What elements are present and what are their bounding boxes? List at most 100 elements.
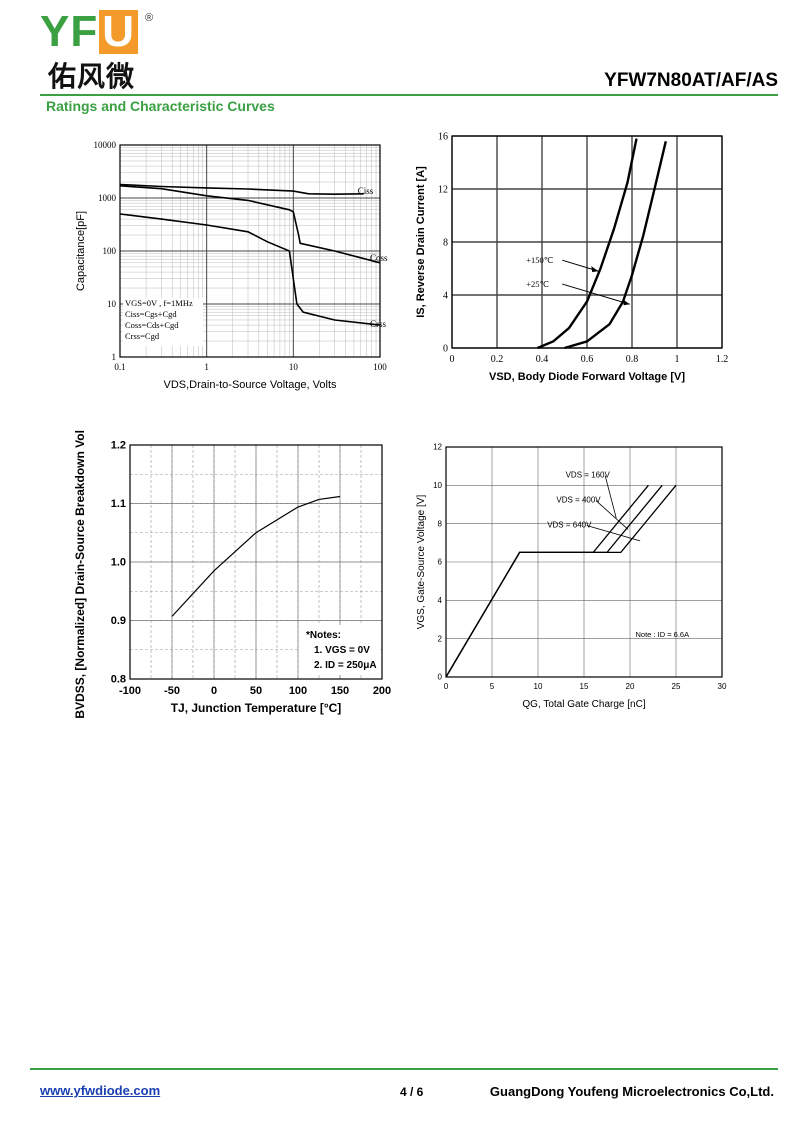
x-tick-label: 1 — [675, 354, 680, 365]
x-axis-label: VSD, Body Diode Forward Voltage [V] — [489, 371, 685, 383]
series-label: VDS = 640V — [547, 521, 592, 530]
x-tick-label: 0 — [211, 685, 217, 697]
x-tick-label: 200 — [373, 685, 391, 697]
annotation-arrow — [604, 475, 617, 519]
logo-chinese-name: 佑风微 — [48, 60, 136, 93]
plot-frame — [129, 444, 383, 680]
y-tick-label: 1.1 — [111, 498, 126, 510]
x-axis-label: QG, Total Gate Charge [nC] — [522, 699, 645, 710]
x-tick-label: 20 — [626, 682, 635, 691]
y-tick-label: 4 — [438, 596, 443, 605]
logo-registered-mark: ® — [145, 12, 154, 24]
series-line-2 — [119, 213, 381, 326]
series-label-crss: Crss — [370, 319, 387, 329]
y-tick-label: 4 — [443, 290, 448, 301]
footer-divider — [30, 1068, 778, 1070]
x-tick-label: 0.6 — [581, 354, 594, 365]
capacitance-chart-svg: 0.1 1 10 100110100100010000VDS,Drain-to-Sou… — [75, 140, 388, 391]
y-tick-label: 0 — [438, 673, 443, 682]
x-tick-label: 30 — [718, 682, 727, 691]
y-tick-label: 8 — [438, 519, 443, 528]
x-tick-label: 150 — [331, 685, 349, 697]
x-tick-label: -50 — [164, 685, 180, 697]
series-line-2 — [445, 484, 677, 678]
section-title: Ratings and Characteristic Curves — [46, 98, 275, 114]
y-tick-label: 0.8 — [111, 674, 126, 686]
annotation-line: VGS=0V , f=1MHz — [125, 298, 193, 308]
annotation-line: Coss=Cds+Cgd — [125, 320, 179, 330]
series-line-0 — [119, 183, 364, 196]
y-tick-label: 1000 — [98, 193, 117, 203]
diode-forward-chart-svg: 0 0.2 0.4 0.6 0.8 1 1.2 0 4 8 12 16 VSD, Body Diode … — [415, 131, 729, 383]
x-tick-label: 100 — [373, 362, 387, 372]
series-label-ciss: Ciss — [358, 186, 374, 196]
breakdown-voltage-chart: -100 -50 0 50 100 150 200 0.8 0.9 1.0 1.1 1.2 TJ, Ju… — [70, 430, 400, 720]
page-number: 4 / 6 — [400, 1085, 424, 1099]
annotation-line: Ciss=Cgs+Cgd — [125, 309, 177, 319]
diode-forward-chart: 0 0.2 0.4 0.6 0.8 1 1.2 0 4 8 12 16 VSD, Body Diode … — [410, 128, 740, 403]
model-number: YFW7N80AT/AF/AS — [604, 70, 778, 91]
y-tick-label: 10 — [107, 299, 117, 309]
x-tick-label: 1.2 — [716, 354, 729, 365]
annotation-line: Crss=Cgd — [125, 331, 160, 341]
gate-charge-chart-svg: 0 5 10 15 20 25 30 0 2 4 6 8 10 12 QG, Total Gate Char… — [416, 443, 727, 710]
series-line-0 — [537, 138, 638, 350]
x-tick-label: 1 — [204, 362, 209, 372]
y-tick-label: 2 — [438, 634, 443, 643]
x-tick-label: 0.8 — [626, 354, 639, 365]
x-axis-label: TJ, Junction Temperature [°C] — [171, 701, 342, 715]
y-tick-label: 10000 — [94, 140, 117, 150]
series-line-0 — [171, 495, 341, 617]
x-tick-label: 25 — [672, 682, 681, 691]
company-name: GuangDong Youfeng Microelectronics Co,Lt… — [489, 1084, 774, 1099]
series-label: VDS = 400V — [556, 496, 601, 505]
series-line-1 — [119, 185, 381, 264]
x-tick-label: 5 — [490, 682, 495, 691]
logo-wordmark: YFU — [40, 10, 139, 54]
x-tick-label: 15 — [580, 682, 589, 691]
plot-frame — [451, 135, 723, 349]
x-tick-label: 100 — [289, 685, 307, 697]
x-tick-label: 0.1 — [114, 362, 125, 372]
legend-background — [123, 298, 203, 346]
y-tick-label: 12 — [438, 184, 448, 195]
brand-logo: YFU ® 佑风微 — [40, 10, 160, 95]
y-axis-label: BVDSS, [Normalized] Drain-Source Breakdo… — [73, 430, 87, 719]
y-axis-label: VGS, Gate-Source Voltage [V] — [416, 495, 427, 630]
arrowhead — [622, 299, 630, 306]
y-tick-label: 16 — [438, 131, 448, 142]
series-label: VDS = 160V — [566, 471, 611, 480]
header-divider — [40, 94, 778, 96]
x-axis-label: VDS,Drain-to-Source Voltage, Volts — [163, 379, 337, 391]
x-tick-label: 0 — [450, 354, 455, 365]
x-tick-label: -100 — [119, 685, 141, 697]
series-label: +25℃ — [526, 279, 549, 289]
plot-frame — [445, 446, 723, 678]
x-tick-label: 0.4 — [536, 354, 549, 365]
y-tick-label: 0 — [443, 343, 448, 354]
series-label-coss: Coss — [370, 253, 388, 263]
footer-website-link[interactable]: www.yfwdiode.com — [40, 1083, 161, 1098]
annotation-arrow — [562, 283, 630, 305]
annotation-arrow — [586, 525, 641, 542]
notes-background — [300, 625, 378, 675]
arrowhead — [591, 266, 599, 273]
y-tick-label: 1.2 — [111, 440, 126, 452]
y-tick-label: 8 — [443, 237, 448, 248]
x-tick-label: 50 — [250, 685, 262, 697]
plot-frame — [119, 144, 381, 358]
series-line-0 — [445, 484, 649, 678]
x-tick-label: 0.2 — [491, 354, 504, 365]
x-tick-label: 0 — [444, 682, 449, 691]
series-label: +150℃ — [526, 255, 554, 265]
breakdown-voltage-chart-svg: -100 -50 0 50 100 150 200 0.8 0.9 1.0 1.1 1.2 TJ, Ju… — [73, 430, 391, 719]
note-line: 2. ID = 250μA — [314, 660, 377, 671]
capacitance-chart: 0.1 1 10 100 1 10 100 1000 10000 VDS,Drain-to-Sou… — [70, 130, 400, 405]
y-tick-label: 100 — [103, 246, 117, 256]
y-tick-label: 12 — [433, 443, 442, 452]
y-tick-label: 1 — [112, 352, 117, 362]
note-line: 1. VGS = 0V — [314, 645, 370, 656]
annotation-arrow — [595, 500, 629, 530]
y-tick-label: 6 — [438, 558, 443, 567]
gate-charge-chart: 0 5 10 15 20 25 30 0 2 4 6 8 10 12 QG, Total Gate Char… — [410, 435, 740, 720]
